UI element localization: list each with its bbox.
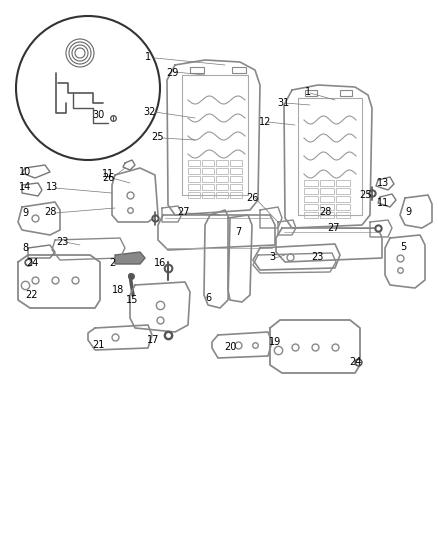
Bar: [216, 168, 228, 174]
Bar: [230, 168, 242, 174]
Text: 25: 25: [152, 132, 164, 142]
Bar: [190, 67, 204, 73]
Text: 2: 2: [109, 258, 115, 268]
Text: 13: 13: [46, 182, 58, 192]
Bar: [320, 196, 334, 202]
Text: 32: 32: [144, 107, 156, 117]
Text: 18: 18: [112, 285, 124, 295]
Bar: [336, 204, 350, 210]
Text: 7: 7: [235, 227, 241, 237]
Bar: [336, 212, 350, 218]
Text: 29: 29: [166, 68, 178, 78]
Text: 17: 17: [147, 335, 159, 345]
Bar: [336, 180, 350, 186]
Bar: [336, 196, 350, 202]
Bar: [230, 176, 242, 182]
Bar: [304, 188, 318, 194]
Text: 6: 6: [205, 293, 211, 303]
Bar: [304, 204, 318, 210]
Text: 9: 9: [405, 207, 411, 217]
Text: 23: 23: [56, 237, 68, 247]
Text: 3: 3: [269, 252, 275, 262]
Text: 9: 9: [22, 208, 28, 218]
Bar: [188, 160, 200, 166]
Bar: [304, 196, 318, 202]
Text: 11: 11: [102, 169, 114, 179]
Bar: [230, 184, 242, 190]
Bar: [304, 212, 318, 218]
Text: 30: 30: [92, 110, 104, 120]
Bar: [230, 160, 242, 166]
Bar: [216, 184, 228, 190]
Bar: [340, 90, 352, 96]
Text: 11: 11: [377, 198, 389, 208]
Text: 8: 8: [22, 243, 28, 253]
Polygon shape: [115, 252, 145, 264]
Bar: [320, 180, 334, 186]
Text: 27: 27: [327, 223, 339, 233]
Text: 10: 10: [19, 167, 31, 177]
Text: 12: 12: [259, 117, 271, 127]
Bar: [320, 204, 334, 210]
Bar: [188, 176, 200, 182]
Bar: [230, 192, 242, 198]
Text: 26: 26: [102, 173, 114, 183]
Bar: [202, 192, 214, 198]
Bar: [216, 176, 228, 182]
Bar: [202, 168, 214, 174]
Text: 31: 31: [277, 98, 289, 108]
Bar: [304, 180, 318, 186]
Text: 22: 22: [26, 290, 38, 300]
Bar: [305, 90, 317, 96]
Text: 26: 26: [246, 193, 258, 203]
Text: 20: 20: [224, 342, 236, 352]
Bar: [202, 160, 214, 166]
Text: 1: 1: [145, 52, 151, 62]
Bar: [188, 184, 200, 190]
Bar: [202, 184, 214, 190]
Text: 24: 24: [349, 357, 361, 367]
Bar: [336, 188, 350, 194]
Text: 5: 5: [400, 242, 406, 252]
Text: 24: 24: [26, 258, 38, 268]
Text: 23: 23: [311, 252, 323, 262]
Bar: [320, 212, 334, 218]
Text: 28: 28: [44, 207, 56, 217]
Bar: [232, 67, 246, 73]
Text: 1: 1: [305, 87, 311, 97]
Bar: [216, 160, 228, 166]
Bar: [216, 192, 228, 198]
Text: 19: 19: [269, 337, 281, 347]
Text: 28: 28: [319, 207, 331, 217]
Text: 14: 14: [19, 182, 31, 192]
Text: 27: 27: [177, 207, 189, 217]
Text: 16: 16: [154, 258, 166, 268]
Text: 15: 15: [126, 295, 138, 305]
Bar: [320, 188, 334, 194]
Bar: [202, 176, 214, 182]
Bar: [188, 168, 200, 174]
Text: 21: 21: [92, 340, 104, 350]
Text: 25: 25: [359, 190, 371, 200]
Bar: [188, 192, 200, 198]
Text: 13: 13: [377, 178, 389, 188]
